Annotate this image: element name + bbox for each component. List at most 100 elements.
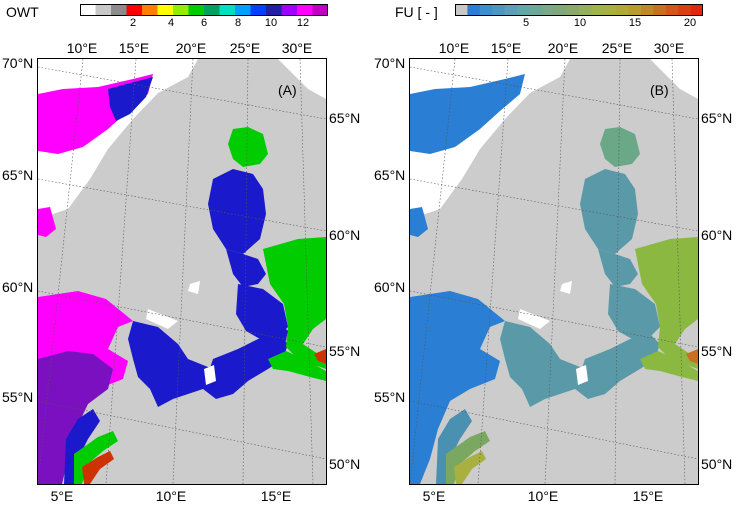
colorbar-tick: 6 [200,17,208,29]
colorbar-swatch [157,4,174,16]
fu-class-region [580,169,638,254]
fu-class-region [436,409,472,484]
colorbar-swatch [126,4,143,16]
colorbar-swatch [690,4,703,16]
lat-label: 50°N [329,456,361,472]
colorbar-swatch [266,4,282,16]
colorbar-swatch [517,4,530,16]
lon-label: 10°E [155,488,187,504]
lat-label: 70°N [374,55,406,71]
fu-map-canvas [410,59,698,484]
fu-class-region [575,334,660,399]
no-data-area [146,309,178,329]
no-data-area [204,365,216,385]
graticule [38,59,326,484]
fu-class-region [686,349,698,364]
lat-label: 70°N [2,55,34,71]
fu-class-region [454,451,486,484]
owt-class-region [228,127,268,167]
owt-class-region [38,207,56,237]
lon-label: 15°E [118,40,150,56]
fu-class-region [500,321,585,407]
colorbar-swatch [312,4,328,16]
lon-label: 30°E [281,40,313,56]
lon-label: 20°E [175,40,207,56]
colorbar-tick: 2 [129,17,137,29]
no-data-area [576,365,588,385]
fu-class-region [608,284,660,339]
lon-label: 30°E [653,40,685,56]
no-data-area [278,59,326,99]
lat-label: 65°N [329,110,361,126]
owt-class-region [203,334,288,399]
colorbar-tick: 10 [264,17,278,29]
colorbar-swatch [80,4,96,16]
lat-label: 65°N [2,167,34,183]
colorbar-swatch [579,4,592,16]
colorbar-tick: 15 [628,17,642,29]
owt-class-region [208,169,266,254]
graticule [410,59,698,484]
colorbar-border [455,4,703,16]
lon-label: 5°E [422,488,446,504]
owt-map [37,58,327,485]
colorbar-tick: 8 [234,17,242,29]
colorbar-swatch [529,4,543,16]
owt-class-region [314,349,326,364]
colorbar-swatch [591,4,605,16]
colorbar-tick: 5 [522,17,530,29]
fu-class-region [410,207,428,237]
no-data-area [188,281,200,294]
colorbar-swatch [281,4,298,16]
colorbar-title: OWT [6,4,39,20]
no-data-area [560,281,572,294]
colorbar-swatch [492,4,506,16]
colorbar-swatch [554,4,568,16]
colorbar-swatch [455,4,468,16]
colorbar-swatch [479,4,493,16]
colorbar-swatch [111,4,127,16]
lat-label: 50°N [701,456,733,472]
colorbar-tick: 20 [683,17,697,29]
lon-label: 20°E [547,40,579,56]
colorbar-swatch [653,4,667,16]
owt-class-region [258,321,288,351]
colorbar-border [80,4,328,16]
colorbar-swatch [678,4,692,16]
lon-label: 10°E [66,40,98,56]
colorbar-swatch [504,4,518,16]
colorbar-swatch [566,4,580,16]
colorbar-swatch [142,4,158,16]
lon-label: 15°E [260,488,292,504]
colorbar-title: FU [ - ] [395,4,438,20]
lat-label: 55°N [701,343,733,359]
owt-colorbar [80,4,328,16]
owt-class-region [226,249,266,287]
colorbar-swatch [204,4,220,16]
colorbar-swatch [541,4,555,16]
fu-class-region [600,127,640,167]
lat-label: 60°N [2,279,34,295]
colorbar-swatch [250,4,267,16]
lat-label: 60°N [329,227,361,243]
owt-class-region [128,321,213,407]
lon-label: 25°E [601,40,633,56]
colorbar-swatch [628,4,642,16]
lon-label: 15°E [632,488,664,504]
fu-map [409,58,699,485]
colorbar-tick: 12 [296,17,310,29]
owt-class-region [38,351,113,484]
colorbar-swatch [95,4,112,16]
colorbar-tick: 10 [573,17,587,29]
owt-class-region [108,77,153,121]
colorbar-swatch [219,4,236,16]
lon-label: 5°E [50,488,74,504]
lat-label: 60°N [374,279,406,295]
fu-class-region [410,74,525,154]
owt-map-canvas [38,59,326,484]
fu-class-region [640,351,698,381]
panel-label: (B) [650,82,669,98]
colorbar-swatch [641,4,654,16]
fu-class-region [410,291,505,484]
colorbar-swatch [297,4,313,16]
